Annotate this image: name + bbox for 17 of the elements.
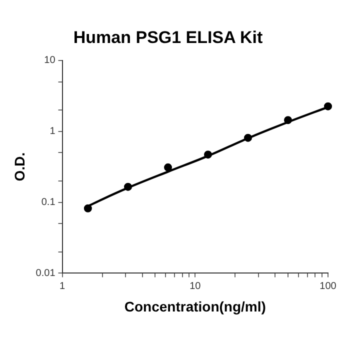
point <box>204 150 212 159</box>
x-tick-label: 1 <box>59 280 66 292</box>
point <box>324 102 332 110</box>
point <box>84 204 92 212</box>
chart-title: Human PSG1 ELISA Kit <box>73 28 263 47</box>
x-axis-title: Concentration(ng/ml) <box>124 298 266 314</box>
point <box>124 182 132 191</box>
point <box>164 163 172 172</box>
point <box>284 116 292 124</box>
y-tick-label: 10 <box>44 55 56 66</box>
point <box>244 134 252 142</box>
y-tick-label: 0.01 <box>36 268 56 279</box>
y-tick-label: 1 <box>50 126 56 138</box>
y-tick-label: 0.1 <box>41 197 56 208</box>
x-tick-label: 100 <box>320 280 337 292</box>
y-axis-title: O.D. <box>11 152 28 182</box>
x-tick-label: 10 <box>190 280 202 292</box>
